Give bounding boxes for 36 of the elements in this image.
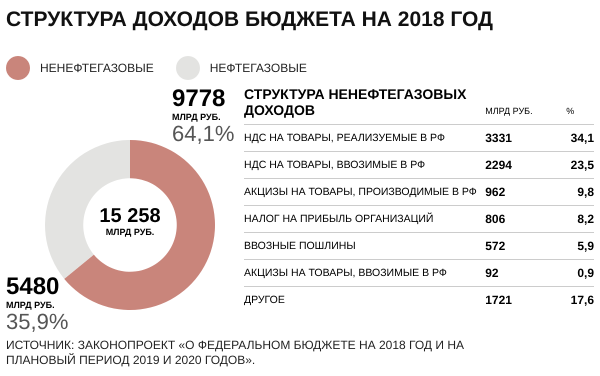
text: 2294 [484,158,513,172]
text: 962 [484,185,506,199]
data-label: 5480 [6,273,60,300]
text: АКЦИЗЫ НА ТОВАРЫ, ПРОИЗВОДИМЫЕ В РФ [244,186,478,198]
text: НАЛОГ НА ПРИБЫЛЬ ОРГАНИЗАЦИЙ [244,213,434,225]
text: ВВОЗНЫЕ ПОШЛИНЫ [244,240,357,252]
text: 5,9 [576,239,594,253]
data-label: 9778 [172,85,226,112]
text: 35,9% [6,309,68,334]
legend-label: НЕФТЕГАЗОВЫЕ [210,61,307,75]
text: 23,5 [570,158,594,172]
text: МЛРД РУБ. [484,106,534,118]
text: 34,1 [570,131,594,145]
text: 64,1% [172,121,234,146]
chart-title: СТРУКТУРА ДОХОДОВ БЮДЖЕТА НА 2018 ГОД [6,8,494,32]
text: НДС НА ТОВАРЫ, ВВОЗИМЫЕ В РФ [244,159,426,171]
text: ИСТОЧНИК: ЗАКОНОПРОЕКТ «О ФЕДЕРАЛЬНОМ БЮДЖЕТЕ НА 2018 ГОД И НА ПЛАНОВЫЙ ПЕРИОД 2019 И 2020 ГОДОВ». [6,338,466,368]
text: 17,6 [570,293,594,307]
text: 3331 [484,131,513,145]
text: 15 258 [98,205,162,227]
legend-label: НЕНЕФТЕГАЗОВЫЕ [40,61,154,75]
text: 806 [484,212,506,226]
text: НДС НА ТОВАРЫ, РЕАЛИЗУЕМЫЕ В РФ [244,132,446,144]
text: ДРУГОЕ [244,294,286,306]
text: МЛРД РУБ. [104,227,156,237]
text: АКЦИЗЫ НА ТОВАРЫ, ВВОЗИМЫЕ В РФ [244,267,448,279]
text: 9,8 [576,185,594,199]
text: 8,2 [576,212,594,226]
text: СТРУКТУРА НЕНЕФТЕГАЗОВЫХ ДОХОДОВ [244,86,468,120]
text: МЛРД РУБ. [172,112,222,122]
text: 1721 [484,293,513,307]
text: 572 [484,239,506,253]
text: % [565,106,576,118]
text: МЛРД РУБ. [6,300,56,310]
text: 92 [484,266,500,280]
text: 0,9 [576,266,594,280]
